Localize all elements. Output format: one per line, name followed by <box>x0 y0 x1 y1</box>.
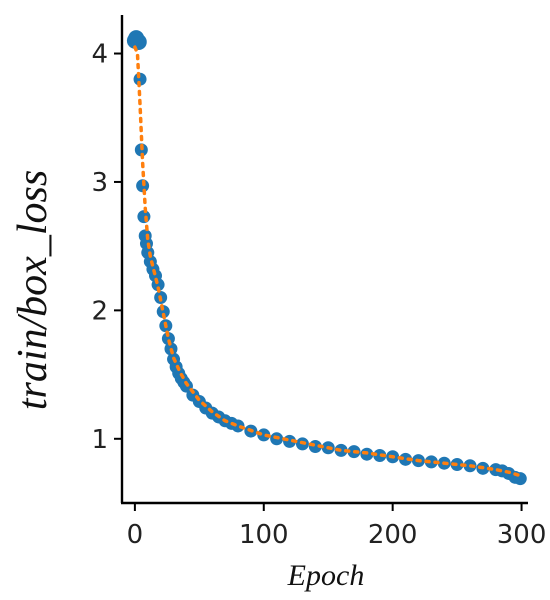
x-tick-label: 100 <box>239 520 289 550</box>
y-axis-title: train/box_loss <box>10 170 56 410</box>
x-tick-label: 300 <box>497 520 547 550</box>
data-point <box>130 33 147 50</box>
y-tick-label: 4 <box>91 40 108 70</box>
x-tick-label: 0 <box>127 520 144 550</box>
data-point <box>133 72 147 86</box>
smoothed-line <box>133 45 524 478</box>
data-point <box>161 332 175 346</box>
loss-points-series <box>126 30 527 486</box>
y-tick-label: 1 <box>91 425 108 455</box>
data-point <box>399 452 413 466</box>
y-tick-label: 2 <box>91 296 108 326</box>
data-point <box>156 305 170 319</box>
data-point <box>424 455 438 469</box>
data-point <box>257 428 271 442</box>
x-axis-title: Epoch <box>287 559 365 592</box>
data-point <box>231 419 245 433</box>
x-tick-label: 200 <box>368 520 418 550</box>
y-tick-label: 3 <box>91 168 108 198</box>
data-point <box>136 179 150 193</box>
